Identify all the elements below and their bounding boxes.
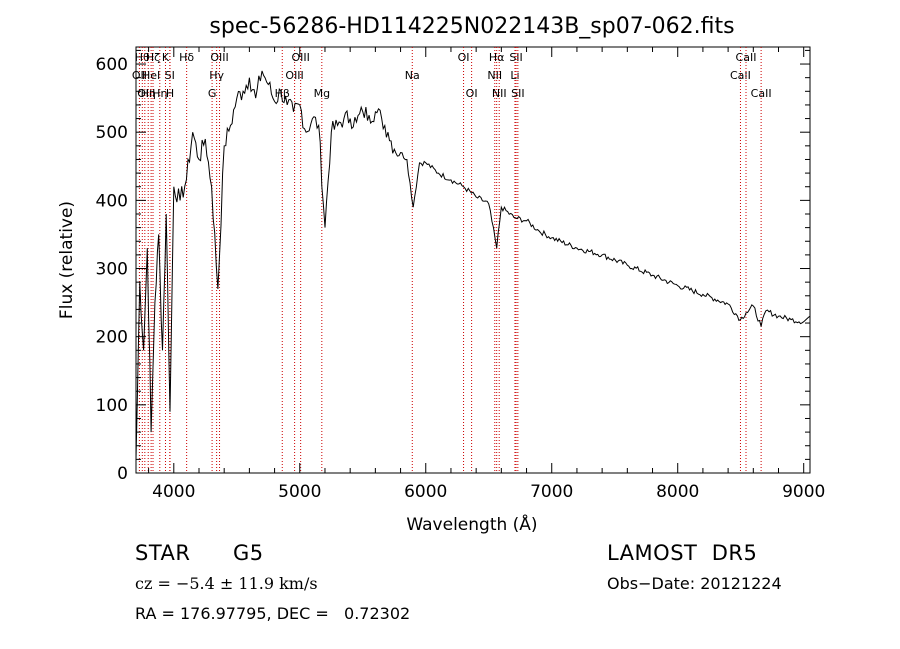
- object-class: STAR: [135, 541, 191, 565]
- line-label: Li: [510, 69, 519, 82]
- spectral-line-markers: HθOIIOIIHηHζHeIHηKSIHHδHγGOIIIHβOIIIOIII…: [132, 47, 772, 473]
- line-label: CaII: [751, 87, 772, 100]
- y-axis-label: Flux (relative): [57, 201, 77, 319]
- y-tick-label: 0: [117, 464, 128, 484]
- coordinates: RA = 176.97795, DEC = 0.72302: [135, 604, 411, 623]
- y-tick-label: 200: [96, 328, 128, 348]
- line-label: Hγ: [209, 69, 224, 82]
- line-label: SII: [509, 51, 522, 64]
- y-tick-label: 100: [96, 396, 128, 416]
- line-label: OIII: [285, 69, 303, 82]
- redshift-value: cz = −5.4 ± 11.9 km/s: [135, 574, 318, 593]
- y-tick-label: 500: [96, 123, 128, 143]
- line-label: CaII: [736, 51, 757, 64]
- line-label: SI: [165, 69, 175, 82]
- x-tick-label: 4000: [152, 482, 195, 502]
- line-label: Na: [405, 69, 420, 82]
- line-label: Mg: [314, 87, 330, 100]
- line-label: Hζ: [146, 51, 160, 64]
- y-tick-label: 300: [96, 260, 128, 280]
- line-label: HeI: [142, 69, 160, 82]
- line-label: CaII: [730, 69, 751, 82]
- line-label: OIII: [291, 51, 309, 64]
- line-label: SII: [511, 87, 524, 100]
- line-label: K: [162, 51, 170, 64]
- line-label: Hη: [152, 87, 167, 100]
- axis-ticks: 4000 5000 6000 7000 8000 9000 0 100 200 300 400 500…: [96, 47, 825, 502]
- line-label: NII: [492, 87, 507, 100]
- x-tick-label: 9000: [782, 482, 825, 502]
- line-label: OII: [132, 69, 147, 82]
- line-label: OIII: [210, 51, 228, 64]
- x-tick-label: 7000: [530, 482, 573, 502]
- line-label: OI: [466, 87, 478, 100]
- line-label: G: [208, 87, 217, 100]
- line-label: Hη: [141, 87, 156, 100]
- line-label: Hα: [489, 51, 505, 64]
- x-tick-label: 8000: [656, 482, 699, 502]
- line-label: H: [166, 87, 174, 100]
- line-label: OI: [458, 51, 470, 64]
- plot-frame: [135, 46, 811, 474]
- x-axis-label: Wavelength (Å): [406, 513, 537, 535]
- x-tick-label: 6000: [404, 482, 447, 502]
- line-label: Hδ: [179, 51, 194, 64]
- y-tick-label: 400: [96, 191, 128, 211]
- object-subclass: G5: [233, 541, 264, 565]
- chart-title: spec-56286-HD114225N022143B_sp07-062.fit…: [209, 14, 734, 39]
- survey-label: LAMOST DR5: [607, 541, 758, 565]
- observation-date: Obs−Date: 20121224: [607, 574, 782, 593]
- line-label: OII: [137, 87, 152, 100]
- y-tick-label: 600: [96, 55, 128, 75]
- x-tick-label: 5000: [278, 482, 321, 502]
- line-label: Hθ: [135, 51, 150, 64]
- spectrum-line: [135, 70, 811, 460]
- line-label: NII: [487, 69, 502, 82]
